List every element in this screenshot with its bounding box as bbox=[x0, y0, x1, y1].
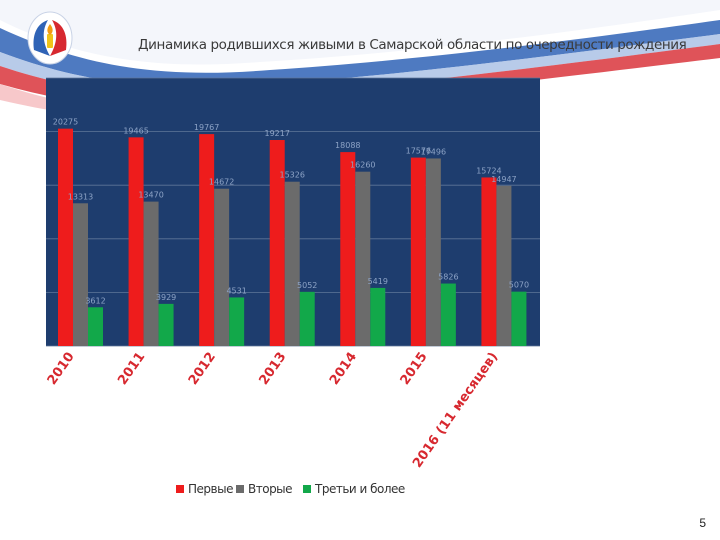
bar-second-6 bbox=[496, 185, 512, 346]
bar-third-2 bbox=[229, 297, 245, 346]
bar-second-1 bbox=[143, 201, 159, 346]
bar-second-3 bbox=[284, 181, 300, 346]
legend-item-third: Третьи и более bbox=[303, 482, 405, 496]
x-tick-label: 2012 bbox=[186, 350, 219, 388]
data-label-third-2: 4531 bbox=[226, 286, 246, 295]
x-tick-label: 2015 bbox=[398, 350, 431, 388]
x-tick-label: 2013 bbox=[256, 350, 289, 388]
data-label-first-3: 19217 bbox=[264, 129, 289, 138]
data-label-second-0: 13313 bbox=[68, 192, 93, 201]
legend-swatch-first bbox=[176, 485, 184, 493]
data-label-third-1: 3929 bbox=[156, 293, 176, 302]
x-tick-label: 2011 bbox=[115, 350, 148, 388]
bar-first-2 bbox=[199, 134, 215, 346]
bar-third-0 bbox=[88, 307, 103, 346]
data-label-third-4: 5419 bbox=[368, 277, 388, 286]
data-label-second-4: 16260 bbox=[350, 161, 375, 170]
data-label-second-2: 14672 bbox=[209, 178, 234, 187]
data-label-third-3: 5052 bbox=[297, 281, 317, 290]
legend-item-second: Вторые bbox=[236, 482, 293, 496]
data-label-second-5: 17496 bbox=[421, 147, 446, 156]
bar-third-4 bbox=[370, 287, 386, 346]
bar-first-5 bbox=[410, 157, 426, 346]
x-tick-label: 2010 bbox=[45, 350, 78, 388]
bar-first-0 bbox=[58, 128, 73, 346]
data-label-first-2: 19767 bbox=[194, 123, 219, 132]
bar-second-2 bbox=[214, 188, 230, 346]
bar-first-6 bbox=[481, 177, 497, 346]
bar-third-5 bbox=[440, 283, 456, 346]
legend-swatch-third bbox=[303, 485, 311, 493]
bar-first-3 bbox=[269, 139, 285, 346]
data-label-third-0: 3612 bbox=[85, 296, 105, 305]
data-label-second-3: 15326 bbox=[279, 171, 304, 180]
bar-third-6 bbox=[511, 291, 527, 346]
data-label-first-5: 17576 bbox=[406, 147, 431, 156]
data-label-first-0: 20275 bbox=[53, 118, 78, 127]
page-number: 5 bbox=[699, 516, 706, 530]
slide-title: Динамика родившихся живыми в Самарской о… bbox=[138, 37, 687, 53]
x-tick-label: 2014 bbox=[327, 350, 360, 388]
data-label-first-4: 18088 bbox=[335, 141, 360, 150]
bar-first-1 bbox=[128, 137, 144, 346]
bar-third-3 bbox=[299, 291, 315, 346]
legend-item-first: Первые bbox=[176, 482, 233, 496]
bar-first-4 bbox=[340, 152, 356, 346]
data-label-first-1: 19465 bbox=[123, 126, 148, 135]
data-label-third-5: 5826 bbox=[438, 273, 458, 282]
data-label-third-6: 5070 bbox=[509, 281, 529, 290]
bar-second-0 bbox=[73, 203, 88, 346]
legend-swatch-second bbox=[236, 485, 244, 493]
data-label-second-1: 13470 bbox=[138, 191, 163, 200]
legend-label-first: Первые bbox=[188, 482, 233, 496]
emblem-logo bbox=[27, 11, 73, 65]
bar-third-1 bbox=[158, 303, 174, 346]
bar-second-5 bbox=[425, 158, 441, 346]
legend-label-second: Вторые bbox=[248, 482, 293, 496]
data-label-first-6: 15724 bbox=[476, 166, 501, 175]
bar-second-4 bbox=[355, 171, 371, 346]
legend-label-third: Третьи и более bbox=[315, 482, 405, 496]
data-label-second-6: 14947 bbox=[491, 175, 516, 184]
